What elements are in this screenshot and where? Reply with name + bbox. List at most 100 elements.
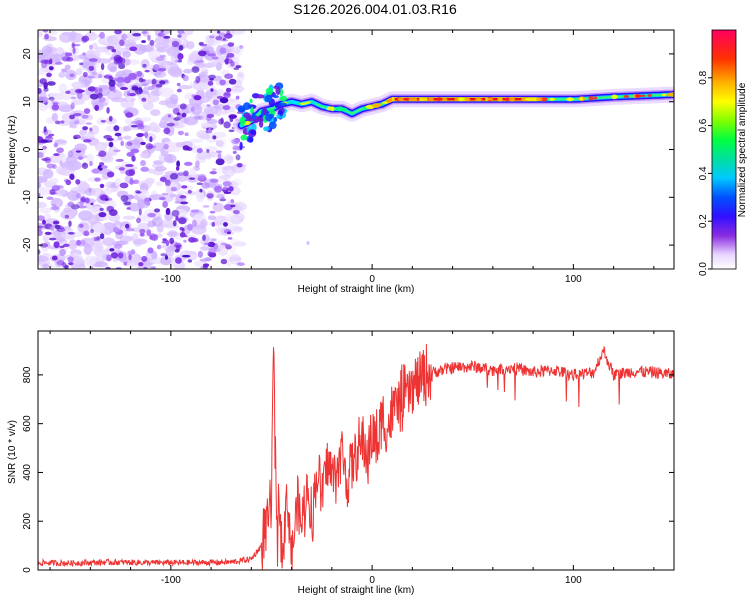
noise-speckle <box>61 233 76 240</box>
noise-blob <box>90 228 94 233</box>
signal-spot <box>579 97 583 101</box>
signal-spot <box>391 97 395 102</box>
noise-speckle <box>83 244 92 256</box>
noise-blob <box>224 73 234 79</box>
noise-blob <box>206 104 211 107</box>
snr-frame <box>37 330 675 571</box>
snr-panel: -100 0 100 0 200 400 600 800 Height of straigh… <box>7 330 675 596</box>
noise-blob <box>136 70 143 77</box>
noise-speckle <box>219 110 228 117</box>
noise-blob <box>82 126 89 131</box>
noise-blob <box>109 248 115 252</box>
noise-blob <box>232 209 240 215</box>
noise-blob <box>178 44 184 51</box>
noise-blob <box>228 186 234 192</box>
noise-blob <box>208 74 216 79</box>
noise-blob <box>235 65 242 69</box>
noise-speckle <box>57 104 74 113</box>
noise-blob <box>138 262 144 267</box>
noise-blob <box>70 96 77 100</box>
noise-speckle <box>161 194 173 203</box>
noise-blob <box>72 112 82 117</box>
noise-speckle <box>124 118 133 125</box>
signal-spot <box>568 97 573 101</box>
noise-blob <box>106 171 115 178</box>
noise-speckle <box>58 83 68 94</box>
signal-spot <box>387 98 393 103</box>
spectrogram-y-axis-label: Frequency (Hz) <box>7 116 18 185</box>
noise-blob <box>42 30 48 33</box>
noise-blob <box>157 68 167 72</box>
noise-speckle <box>42 263 50 269</box>
noise-blob <box>53 142 59 148</box>
noise-blob <box>52 101 59 106</box>
noise-blob <box>98 162 105 166</box>
noise-blob <box>94 86 99 94</box>
noise-blob <box>79 62 84 66</box>
noise-speckle <box>38 175 48 183</box>
noise-blob <box>187 259 193 263</box>
noise-blob <box>38 249 41 255</box>
noise-speckle <box>158 87 174 98</box>
signal-spot <box>525 97 532 101</box>
snr-y-axis-label: SNR (10 * v/v) <box>7 420 18 484</box>
noise-speckle <box>83 133 96 138</box>
noise-speckle <box>237 71 245 78</box>
noise-blob <box>91 71 98 76</box>
noise-blob <box>219 198 227 202</box>
snr-y-ticks: 0 200 400 600 800 <box>22 366 674 573</box>
colorbar-tick-label: 0.0 <box>698 262 709 276</box>
noise-blob <box>48 237 57 241</box>
signal-spot <box>464 97 470 102</box>
noise-blob <box>143 197 150 205</box>
noise-speckle <box>138 217 151 222</box>
noise-speckle <box>133 194 140 200</box>
noise-blob <box>223 97 227 101</box>
noise-blob <box>160 253 167 257</box>
noise-blob <box>158 196 166 201</box>
noise-blob <box>179 103 187 110</box>
noise-blob <box>235 95 240 100</box>
noise-speckle <box>122 165 138 171</box>
colorbar: 0.0 0.2 0.4 0.6 0.8 Normalized spectral ampl… <box>698 29 748 276</box>
noise-blob <box>169 173 179 180</box>
noise-speckle <box>54 139 67 144</box>
noise-blob <box>228 78 237 85</box>
signal-spot <box>437 97 441 102</box>
noise-blob <box>199 43 208 47</box>
signal-onset-blob <box>265 87 273 96</box>
signal-onset-blob <box>262 106 267 116</box>
noise-blob <box>227 237 233 240</box>
noise-blob <box>67 201 75 208</box>
noise-blob <box>140 160 146 167</box>
noise-speckle <box>232 226 243 233</box>
noise-blob <box>174 242 182 249</box>
noise-blob <box>156 244 162 250</box>
noise-blob <box>163 35 171 39</box>
noise-blob <box>177 30 185 35</box>
noise-blob <box>124 164 134 167</box>
noise-blob <box>203 242 210 245</box>
noise-blob <box>40 139 49 143</box>
noise-blob <box>165 207 171 216</box>
noise-speckle <box>38 255 49 263</box>
noise-speckle <box>164 212 174 221</box>
noise-speckle <box>226 253 240 261</box>
noise-blob <box>216 95 224 100</box>
signal-spot <box>338 107 348 112</box>
noise-speck <box>306 241 310 245</box>
noise-blob <box>169 237 175 245</box>
spectrogram-y-tick-label: 0 <box>22 146 33 152</box>
noise-blob <box>187 223 193 231</box>
noise-blob <box>201 182 210 189</box>
noise-blob <box>147 212 156 218</box>
noise-blob <box>67 231 75 235</box>
noise-blob <box>125 228 135 232</box>
noise-speckle <box>169 68 183 78</box>
noise-speckle <box>39 207 52 214</box>
noise-blob <box>98 211 107 218</box>
noise-blob <box>215 150 223 154</box>
signal-onset-blob <box>251 112 256 120</box>
noise-blob <box>176 88 182 93</box>
noise-blob <box>177 34 182 38</box>
